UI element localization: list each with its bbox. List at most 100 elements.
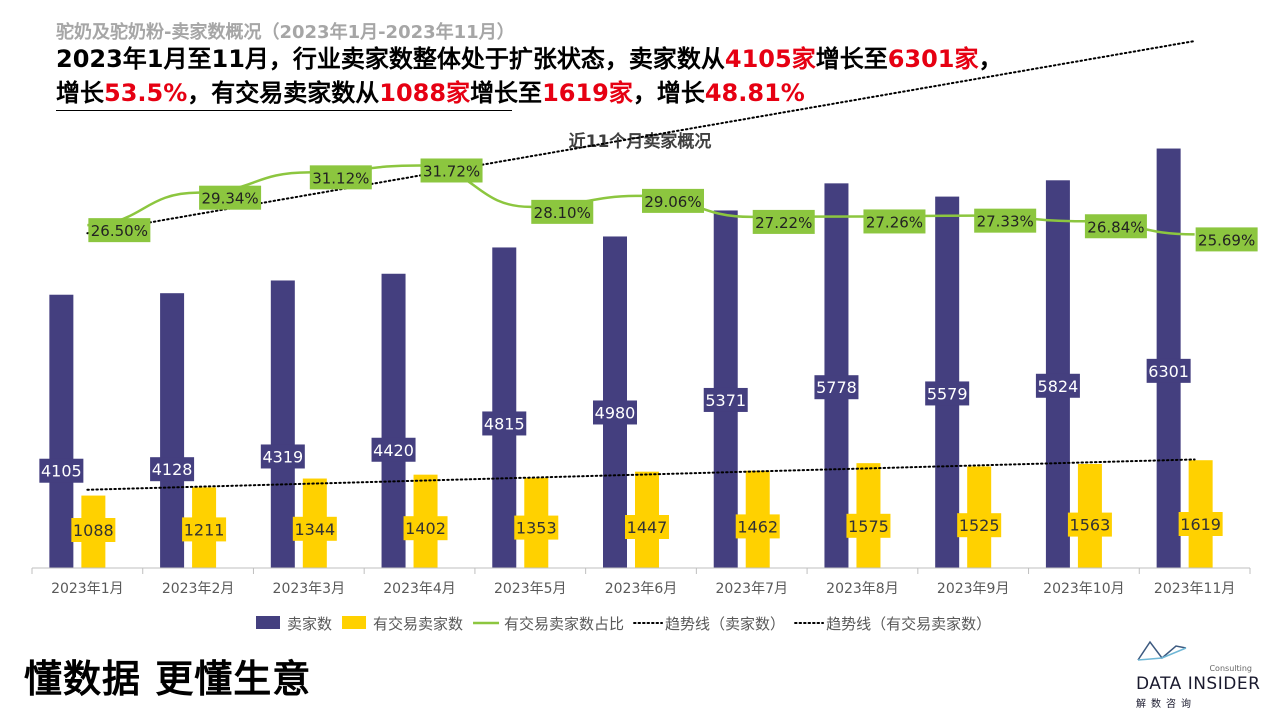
headline-line-2: 增长53.5%，有交易卖家数从1088家增长至1619家，增长48.81%: [56, 76, 1003, 110]
headline-part: ，: [978, 45, 1003, 73]
trading-label-box: [735, 514, 780, 539]
ratio-label-box: [1195, 227, 1258, 252]
sellers-value-label: 6301: [1148, 362, 1189, 381]
trading-value-label: 1088: [73, 521, 114, 540]
bar-sellers: [381, 273, 406, 568]
headline-part: 53.5%: [104, 79, 188, 107]
x-tick-label: 2023年3月: [273, 581, 346, 597]
x-tick-label: 2023年6月: [605, 581, 678, 597]
legend-swatch: [256, 616, 280, 629]
ratio-value-label: 28.10%: [534, 204, 591, 222]
sellers-value-label: 5778: [816, 378, 857, 397]
headline-part: 1619家: [542, 79, 633, 107]
data-insider-logo: Consulting DATA INSIDER 解数咨询: [1128, 638, 1268, 714]
sellers-label-box: [814, 375, 859, 400]
ratio-label-box: [974, 208, 1037, 233]
headline-part: 增长: [56, 79, 104, 107]
bar-sellers: [1156, 148, 1181, 568]
header-underline: [56, 110, 512, 111]
trading-label-box: [71, 518, 116, 542]
legend-label: 趋势线（卖家数）: [665, 615, 785, 633]
ratio-value-label: 29.06%: [644, 193, 701, 211]
ratio-label-box: [199, 185, 262, 210]
logo-mark-icon: [1137, 640, 1187, 661]
ratio-label-box: [1084, 214, 1147, 239]
sellers-label-box: [593, 400, 637, 425]
trading-value-label: 1344: [294, 520, 335, 539]
x-tick-label: 2023年2月: [162, 581, 235, 597]
trading-label-box: [403, 516, 448, 541]
legend-label: 卖家数: [287, 615, 332, 633]
header-subtitle: 驼奶及驼奶粉-卖家数概况（2023年1月-2023年11月）: [56, 22, 515, 43]
bar-sellers: [160, 293, 185, 568]
ratio-label-box: [752, 209, 815, 234]
sellers-label-box: [925, 381, 970, 406]
x-tick-label: 2023年7月: [715, 581, 788, 597]
sellers-label-box: [39, 458, 84, 483]
ratio-label-box: [531, 199, 594, 224]
trading-label-box: [514, 515, 559, 540]
ratio-value-label: 27.26%: [866, 213, 923, 231]
bar-sellers: [49, 294, 74, 568]
sellers-value-label: 4420: [373, 441, 414, 460]
sellers-value-label: 5579: [927, 384, 968, 403]
trading-label-box: [182, 517, 227, 542]
sellers-value-label: 5371: [705, 391, 746, 410]
legend-swatch: [342, 616, 367, 629]
trading-label-box: [1067, 512, 1112, 537]
sellers-value-label: 4815: [484, 414, 525, 433]
x-tick-label: 2023年5月: [494, 581, 567, 597]
sellers-label-box: [260, 444, 305, 469]
trading-label-box: [625, 515, 669, 539]
headline-part: 增长至: [815, 45, 888, 73]
headline-part: 48.81%: [704, 79, 805, 107]
ratio-value-label: 31.12%: [312, 169, 369, 187]
ratio-label-box: [309, 165, 372, 190]
x-tick-label: 2023年9月: [937, 581, 1010, 597]
ratio-label-box: [863, 209, 926, 234]
x-tick-label: 2023年10月: [1043, 581, 1124, 597]
sellers-label-box: [1035, 373, 1080, 398]
trading-label-box: [957, 513, 1002, 538]
legend-label: 有交易卖家数占比: [504, 615, 624, 633]
ratio-value-label: 27.22%: [755, 214, 812, 232]
bar-sellers: [492, 247, 517, 569]
sellers-value-label: 4319: [262, 447, 303, 466]
headline-part: 1088家: [379, 79, 471, 107]
x-tick-label: 2023年4月: [383, 581, 456, 597]
headline-part: 6301家: [887, 45, 979, 73]
sellers-value-label: 5824: [1038, 377, 1079, 396]
trendline-trading-sellers: [86, 458, 1196, 491]
trading-value-label: 1353: [516, 519, 557, 538]
trading-value-label: 1563: [1070, 516, 1111, 535]
trading-value-label: 1462: [737, 517, 778, 536]
ratio-value-label: 27.33%: [977, 213, 1034, 231]
legend-label: 有交易卖家数: [373, 615, 463, 633]
trading-value-label: 1619: [1180, 515, 1221, 534]
ratio-value-label: 31.72%: [423, 162, 480, 180]
logo-consulting-text: Consulting: [1209, 664, 1252, 673]
ratio-value-label: 26.50%: [91, 222, 148, 240]
trading-label-box: [846, 513, 891, 538]
sellers-label-box: [150, 457, 195, 482]
trading-value-label: 1575: [848, 517, 889, 536]
ratio-label-box: [642, 188, 704, 213]
headline-part: 2023年1月至11月，行业卖家数整体处于扩张状态，卖家数从: [56, 45, 725, 73]
trading-value-label: 1211: [184, 520, 225, 539]
trading-label-box: [292, 516, 337, 541]
slogan: 懂数据 更懂生意: [24, 657, 312, 701]
headline-part: 增长至: [470, 79, 543, 107]
sellers-label-box: [371, 437, 416, 462]
ratio-label-box: [88, 218, 151, 243]
sellers-value-label: 4980: [595, 403, 636, 422]
x-tick-label: 2023年1月: [51, 581, 124, 597]
logo-cn-text: 解数咨询: [1136, 699, 1196, 710]
sellers-label-box: [1146, 358, 1191, 383]
ratio-value-label: 29.34%: [201, 190, 258, 208]
sellers-label-box: [703, 387, 748, 412]
chart-title: 近11个月卖家概况: [569, 131, 712, 152]
headline-part: 4105家: [724, 45, 816, 73]
x-tick-label: 2023年8月: [826, 581, 899, 597]
logo-name-text: DATA INSIDER: [1136, 674, 1261, 694]
trading-label-box: [1178, 512, 1223, 536]
